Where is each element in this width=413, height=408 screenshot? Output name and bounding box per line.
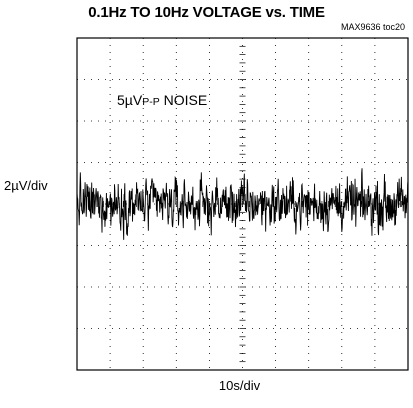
plot-frame — [76, 37, 409, 371]
noise-annotation: 5µVP-P NOISE — [117, 92, 207, 108]
annotation-subscript: P-P — [142, 96, 160, 108]
x-axis-label: 10s/div — [218, 378, 261, 393]
y-axis-label: 2µV/div — [4, 178, 48, 193]
annotation-main: 5µV — [117, 92, 143, 108]
annotation-suffix: NOISE — [159, 92, 208, 108]
figure-tag: MAX9636 toc20 — [340, 22, 405, 32]
noise-trace — [76, 168, 409, 240]
chart-title: 0.1Hz TO 10Hz VOLTAGE vs. TIME — [88, 4, 325, 21]
